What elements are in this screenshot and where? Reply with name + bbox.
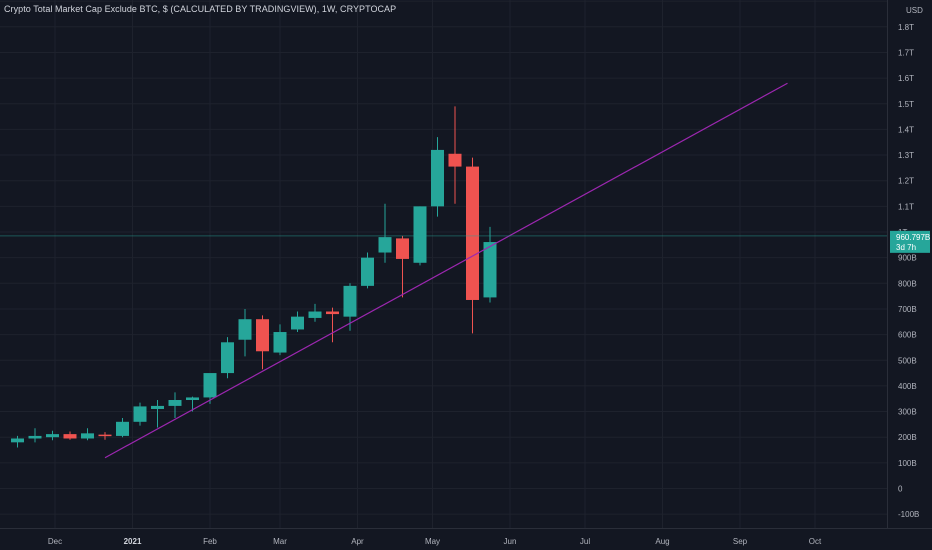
- candle: [431, 137, 444, 217]
- candle-body: [466, 166, 479, 300]
- candle-body: [308, 311, 322, 318]
- candle-body: [116, 421, 129, 436]
- candle-body: [413, 206, 427, 263]
- candle: [63, 431, 77, 440]
- grid-layer: [0, 0, 887, 528]
- candle-body: [396, 238, 409, 259]
- x-tick-label: Jun: [504, 537, 517, 546]
- candle-body: [98, 434, 112, 437]
- x-tick-label: Aug: [655, 537, 669, 546]
- candle: [326, 307, 339, 343]
- x-tick-label: Apr: [351, 537, 364, 546]
- candle-body: [186, 397, 199, 401]
- candle-body: [343, 285, 357, 317]
- candle: [466, 157, 479, 334]
- candle: [46, 430, 59, 441]
- y-tick-label: 800B: [898, 279, 917, 288]
- x-tick-label: May: [425, 537, 440, 546]
- x-axis-ticks: Dec 2021 Feb Mar Apr May Jun Jul Aug Sep Oct: [48, 537, 822, 546]
- candle-body: [81, 433, 94, 439]
- y-tick-label: 0: [898, 485, 903, 494]
- candle: [116, 417, 129, 438]
- candle-body: [63, 434, 77, 439]
- y-tick-label: 1.5T: [898, 100, 914, 109]
- y-tick-label: 500B: [898, 356, 917, 365]
- last-price-value: 960.797B: [896, 233, 930, 242]
- y-tick-label: 1.7T: [898, 48, 914, 57]
- candle-body: [203, 373, 217, 398]
- y-tick-label: 1.1T: [898, 202, 914, 211]
- x-tick-label: Sep: [733, 537, 748, 546]
- candle: [133, 402, 147, 426]
- candle: [483, 226, 497, 303]
- y-tick-label: 1.8T: [898, 23, 914, 32]
- candle-body: [238, 319, 252, 340]
- candle-body: [151, 405, 164, 409]
- candle-body: [168, 400, 182, 406]
- y-tick-label: 400B: [898, 382, 917, 391]
- axes: [0, 0, 932, 529]
- candle-body: [133, 406, 147, 422]
- candle-body: [273, 332, 287, 353]
- trendline[interactable]: [104, 82, 788, 459]
- y-axis-unit: USD: [906, 6, 923, 15]
- candle: [273, 324, 287, 356]
- x-tick-label: 2021: [124, 537, 142, 546]
- candle-body: [361, 257, 374, 286]
- x-tick-label: Mar: [273, 537, 287, 546]
- candle-body: [326, 311, 339, 315]
- candle: [256, 315, 269, 370]
- y-tick-label: 200B: [898, 433, 917, 442]
- y-tick-label: 300B: [898, 408, 917, 417]
- candle: [448, 106, 462, 204]
- candle-body: [28, 435, 42, 439]
- candle: [203, 373, 217, 404]
- candle: [291, 311, 304, 333]
- y-tick-label: -100B: [898, 510, 919, 519]
- candle: [81, 428, 94, 441]
- y-tick-label: 1.4T: [898, 125, 914, 134]
- candle-body: [46, 434, 59, 438]
- y-axis-ticks: 1.8T1.7T1.6T1.5T1.4T1.3T1.2T1.1T1T900B80…: [898, 23, 919, 519]
- y-tick-label: 1.3T: [898, 151, 914, 160]
- candle: [413, 206, 427, 266]
- x-tick-label: Jul: [580, 537, 590, 546]
- chart-title: Crypto Total Market Cap Exclude BTC, $ (…: [4, 4, 397, 14]
- x-tick-label: Oct: [809, 537, 822, 546]
- candles: [11, 106, 497, 448]
- candle: [396, 235, 409, 298]
- last-price-tag-box: [890, 230, 930, 253]
- candle: [168, 392, 182, 418]
- y-tick-label: 1.2T: [898, 177, 914, 186]
- y-tick-label: 900B: [898, 254, 917, 263]
- candle-countdown: 3d 7h: [896, 243, 916, 252]
- candle: [11, 435, 24, 448]
- candle-body: [256, 319, 269, 352]
- y-tick-label: 600B: [898, 331, 917, 340]
- candle-body: [378, 237, 392, 253]
- x-tick-label: Feb: [203, 537, 217, 546]
- candle: [308, 303, 322, 322]
- candle: [28, 428, 42, 443]
- y-tick-label: 1.6T: [898, 74, 914, 83]
- x-tick-label: Dec: [48, 537, 62, 546]
- candle: [151, 400, 164, 428]
- candle: [238, 308, 252, 357]
- candle: [221, 337, 234, 379]
- candle: [361, 252, 374, 289]
- candle: [98, 432, 112, 440]
- candle-body: [431, 149, 444, 207]
- candle: [378, 203, 392, 263]
- y-tick-label: 100B: [898, 459, 917, 468]
- candle-body: [291, 316, 304, 330]
- candle-body: [483, 242, 497, 298]
- candle-body: [11, 438, 24, 443]
- candle-body: [448, 153, 462, 167]
- candle-body: [221, 342, 234, 374]
- y-tick-label: 700B: [898, 305, 917, 314]
- last-price-tag: 960.797B 3d 7h: [890, 230, 930, 253]
